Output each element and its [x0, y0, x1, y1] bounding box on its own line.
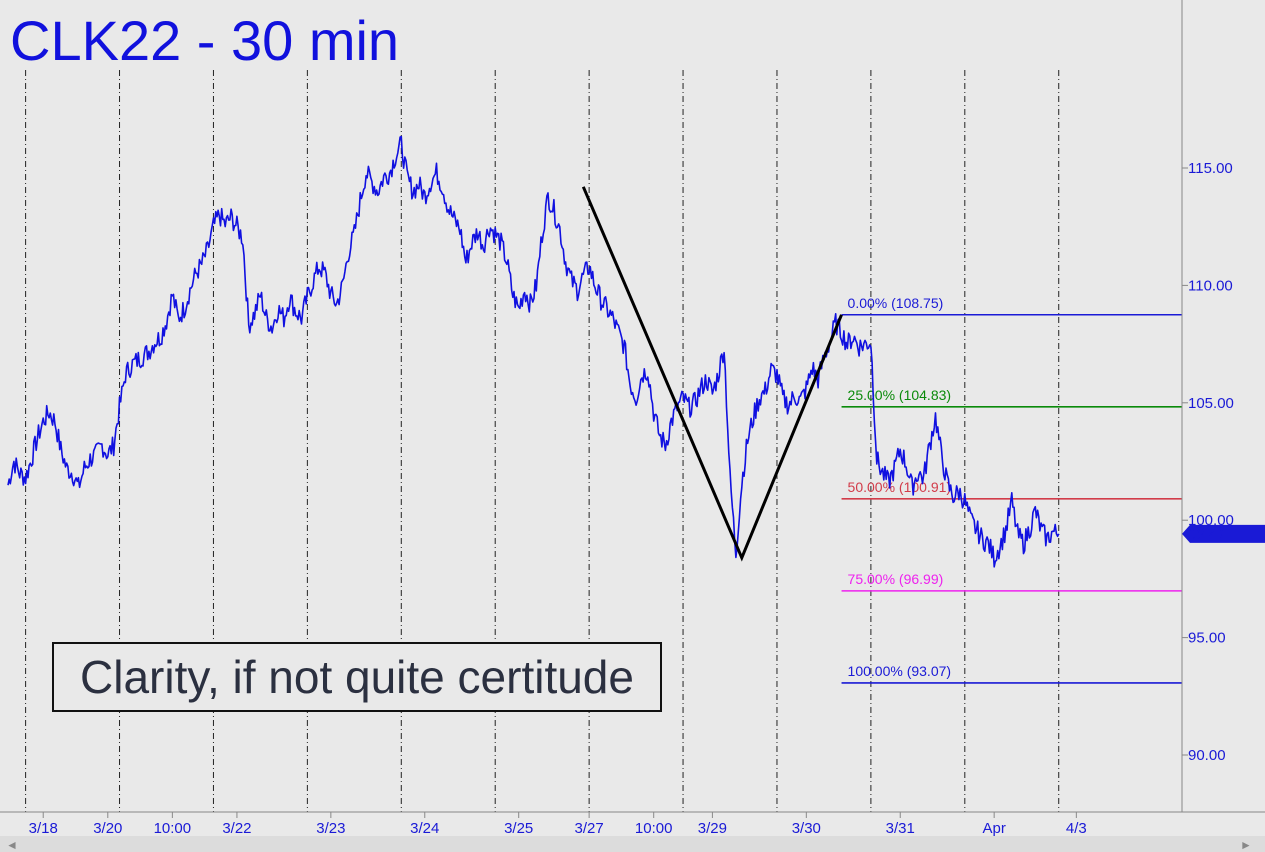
fib-levels: 0.00% (108.75) 25.00% (104.83) 50.00% (100… [841, 295, 1182, 684]
y-tick-label: 90.00 [1188, 747, 1226, 764]
x-tick-label: 10:00 [154, 820, 192, 837]
x-tick-label: 10:00 [635, 820, 673, 837]
x-tick-label: 4/3 [1066, 820, 1087, 837]
annotation-text: Clarity, if not quite certitude [80, 651, 634, 703]
zigzag-line [581, 186, 843, 562]
last-price-label: 99.42 [1188, 526, 1226, 543]
x-tick-label: 3/27 [575, 820, 604, 837]
scroll-left-arrow-icon[interactable]: ◄ [6, 838, 18, 852]
fib-level-label: 0.00% (108.75) [848, 295, 944, 311]
x-tick-label: 3/29 [698, 820, 727, 837]
fib-level-label: 75.00% (96.99) [848, 571, 944, 587]
scrollbar-track[interactable] [0, 836, 1265, 852]
chart-title: CLK22 - 30 min [10, 9, 399, 72]
annotation-box: Clarity, if not quite certitude [52, 642, 662, 712]
x-tick-label: 3/25 [504, 820, 533, 837]
price-line [7, 135, 1060, 568]
fib-level-label: 100.00% (93.07) [848, 663, 952, 679]
x-tick-label: 3/31 [886, 820, 915, 837]
y-tick-label: 95.00 [1188, 630, 1226, 647]
x-tick-label: 3/20 [93, 820, 122, 837]
x-tick-label: 3/18 [29, 820, 58, 837]
x-tick-label: 3/22 [222, 820, 251, 837]
y-tick-label: 110.00 [1188, 277, 1233, 294]
scroll-right-arrow-icon[interactable]: ► [1240, 838, 1252, 852]
x-tick-label: Apr [982, 820, 1005, 837]
price-series [7, 135, 1060, 568]
x-axis-ticks: 3/18 3/20 10:00 3/22 3/23 3/24 3/25 3/27 10:00 3/… [29, 812, 1087, 837]
zigzag-annotation [581, 186, 843, 562]
fib-level-label: 25.00% (104.83) [848, 387, 952, 403]
last-price-tag [1182, 524, 1265, 543]
y-tick-label: 115.00 [1188, 160, 1233, 177]
x-tick-label: 3/30 [792, 820, 821, 837]
last-price-marker: 99.42 [1182, 524, 1265, 543]
x-tick-label: 3/24 [410, 820, 439, 837]
y-tick-label: 105.00 [1188, 395, 1234, 412]
x-tick-label: 3/23 [316, 820, 345, 837]
fib-level-label: 50.00% (100.91) [848, 479, 952, 495]
